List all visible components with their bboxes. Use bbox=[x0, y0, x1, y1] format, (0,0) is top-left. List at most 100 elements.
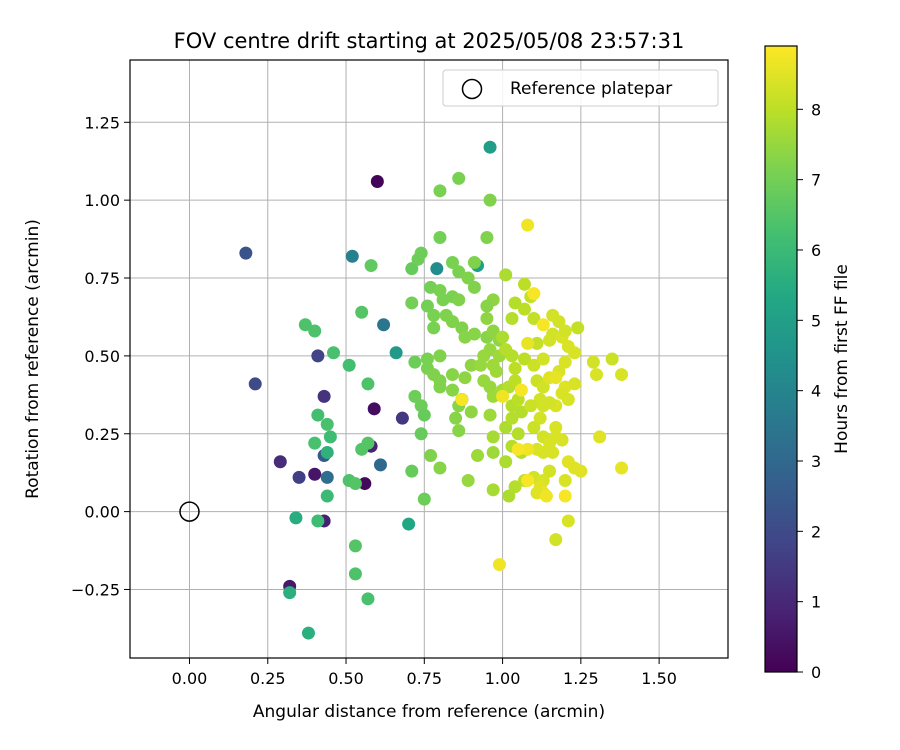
data-point bbox=[458, 371, 472, 385]
data-point bbox=[605, 352, 619, 366]
data-point bbox=[367, 402, 381, 416]
data-point bbox=[514, 405, 528, 419]
x-tick-label: 0.75 bbox=[406, 669, 442, 688]
data-point bbox=[508, 361, 522, 375]
data-point bbox=[427, 308, 441, 322]
data-point bbox=[483, 193, 497, 207]
data-point bbox=[361, 436, 375, 450]
x-tick-label: 0.50 bbox=[328, 669, 364, 688]
data-point bbox=[301, 626, 315, 640]
data-point bbox=[427, 321, 441, 335]
data-point bbox=[568, 377, 582, 391]
data-point bbox=[508, 480, 522, 494]
data-point bbox=[417, 408, 431, 422]
data-point bbox=[283, 586, 297, 600]
data-point bbox=[308, 324, 322, 338]
colorbar-tick-label: 4 bbox=[811, 382, 821, 401]
data-point bbox=[298, 318, 312, 332]
data-point bbox=[377, 318, 391, 332]
data-point bbox=[420, 299, 434, 313]
data-point bbox=[308, 467, 322, 481]
data-point bbox=[320, 489, 334, 503]
y-axis-ticks: −0.25 0.00 0.25 0.50 0.75 1.00 1.25 bbox=[71, 113, 130, 599]
data-point bbox=[549, 371, 563, 385]
colorbar-tick-label: 3 bbox=[811, 452, 821, 471]
data-point bbox=[424, 449, 438, 463]
data-point bbox=[461, 271, 475, 285]
legend-label: Reference platepar bbox=[510, 79, 672, 99]
data-point bbox=[549, 533, 563, 547]
data-point bbox=[511, 427, 525, 441]
data-point bbox=[527, 287, 541, 301]
x-tick-label: 0.00 bbox=[172, 669, 208, 688]
data-point bbox=[517, 352, 531, 366]
data-point bbox=[536, 380, 550, 394]
data-point bbox=[486, 483, 500, 497]
data-point bbox=[405, 262, 419, 276]
colorbar-tick-label: 8 bbox=[811, 100, 821, 119]
data-point bbox=[417, 492, 431, 506]
x-tick-label: 1.00 bbox=[485, 669, 521, 688]
data-point bbox=[533, 411, 547, 425]
data-point bbox=[558, 324, 572, 338]
data-point bbox=[593, 430, 607, 444]
y-tick-label: 1.25 bbox=[84, 113, 120, 132]
data-point bbox=[320, 445, 334, 459]
data-point bbox=[539, 489, 553, 503]
data-point bbox=[358, 477, 372, 491]
data-point bbox=[486, 389, 500, 403]
data-point bbox=[445, 368, 459, 382]
data-point bbox=[461, 473, 475, 487]
data-point bbox=[527, 421, 541, 435]
data-point bbox=[524, 399, 538, 413]
legend: Reference platepar bbox=[442, 69, 719, 107]
data-point bbox=[536, 352, 550, 366]
data-point bbox=[483, 408, 497, 422]
y-tick-label: −0.25 bbox=[71, 580, 120, 599]
data-point bbox=[455, 392, 469, 406]
data-point bbox=[574, 464, 588, 478]
data-point bbox=[477, 374, 491, 388]
data-point bbox=[615, 461, 629, 475]
data-point bbox=[311, 514, 325, 528]
data-point bbox=[543, 464, 557, 478]
data-point bbox=[373, 458, 387, 472]
colorbar-tick-label: 0 bbox=[811, 663, 821, 682]
data-point bbox=[480, 231, 494, 245]
chart-title: FOV centre drift starting at 2025/05/08 … bbox=[174, 29, 685, 53]
data-point bbox=[405, 296, 419, 310]
data-point bbox=[480, 299, 494, 313]
data-point bbox=[561, 392, 575, 406]
data-point bbox=[348, 477, 362, 491]
data-point bbox=[430, 262, 444, 276]
data-point bbox=[499, 455, 513, 469]
data-point bbox=[248, 377, 262, 391]
data-point bbox=[452, 171, 466, 185]
data-point bbox=[590, 368, 604, 382]
data-point bbox=[355, 305, 369, 319]
data-point bbox=[342, 358, 356, 372]
data-point bbox=[521, 442, 535, 456]
colorbar-gradient bbox=[764, 45, 798, 673]
data-point bbox=[348, 567, 362, 581]
data-point bbox=[464, 405, 478, 419]
legend-marker-icon bbox=[461, 78, 483, 100]
data-point bbox=[480, 312, 494, 326]
data-point bbox=[348, 539, 362, 553]
colorbar-tick-label: 7 bbox=[811, 171, 821, 190]
data-point bbox=[320, 417, 334, 431]
data-point bbox=[486, 445, 500, 459]
data-point bbox=[327, 346, 341, 360]
data-point bbox=[530, 336, 544, 350]
data-point bbox=[511, 442, 525, 456]
y-tick-label: 0.00 bbox=[84, 503, 120, 522]
x-tick-label: 1.50 bbox=[641, 669, 677, 688]
colorbar-tick-label: 2 bbox=[811, 522, 821, 541]
data-point bbox=[568, 346, 582, 360]
data-point bbox=[445, 255, 459, 269]
data-point bbox=[492, 558, 506, 572]
data-point bbox=[433, 184, 447, 198]
data-point bbox=[505, 312, 519, 326]
colorbar: 0 1 2 3 4 5 6 7 8 Hours from first FF file bbox=[764, 45, 852, 682]
